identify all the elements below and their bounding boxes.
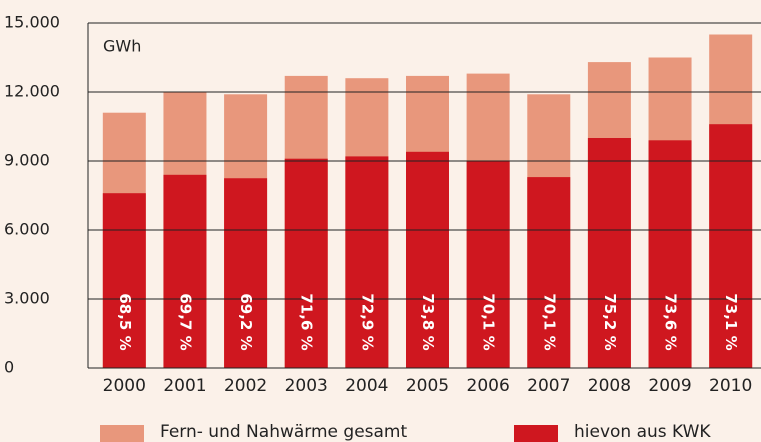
x-tick-label: 2001 <box>163 376 206 396</box>
y-tick-label: 3.000 <box>4 289 50 308</box>
x-tick-label: 2009 <box>648 376 691 396</box>
y-tick-label: 15.000 <box>4 13 60 32</box>
bar <box>466 161 510 368</box>
unit-label: GWh <box>103 37 141 56</box>
percent-label: 73,6 % <box>662 293 680 350</box>
bar <box>102 193 146 368</box>
bar <box>527 177 571 368</box>
x-tick-label: 2000 <box>103 376 146 396</box>
y-tick-label: 12.000 <box>4 82 60 101</box>
x-tick-label: 2010 <box>709 376 752 396</box>
legend-label: Fern- und Nahwärme gesamt <box>160 422 407 442</box>
bar <box>284 158 328 368</box>
bar <box>163 174 207 368</box>
bar <box>709 124 753 368</box>
bar <box>587 138 631 368</box>
percent-label: 73,1 % <box>722 293 740 350</box>
percent-label: 75,2 % <box>601 293 619 350</box>
y-tick-label: 6.000 <box>4 220 50 239</box>
percent-label: 70,1 % <box>480 293 498 350</box>
bar <box>648 140 692 368</box>
y-tick-label: 0 <box>4 358 14 377</box>
bar <box>345 156 389 368</box>
x-tick-label: 2006 <box>467 376 510 396</box>
y-tick-label: 9.000 <box>4 151 50 170</box>
percent-label: 71,6 % <box>298 293 316 350</box>
percent-label: 70,1 % <box>540 293 558 350</box>
bar <box>224 178 268 368</box>
legend-label: hievon aus KWK <box>574 422 711 442</box>
x-tick-label: 2007 <box>527 376 570 396</box>
legend-swatch <box>514 425 558 442</box>
percent-label: 69,2 % <box>237 293 255 350</box>
percent-label: 72,9 % <box>358 293 376 350</box>
x-tick-label: 2003 <box>285 376 328 396</box>
percent-label: 69,7 % <box>176 293 194 350</box>
x-tick-label: 2005 <box>406 376 449 396</box>
x-tick-label: 2004 <box>345 376 388 396</box>
bar <box>406 151 449 368</box>
legend-swatch <box>100 425 144 442</box>
percent-label: 73,8 % <box>419 293 437 350</box>
x-tick-label: 2008 <box>588 376 631 396</box>
x-tick-label: 2002 <box>224 376 267 396</box>
percent-label: 68,5 % <box>116 293 134 350</box>
